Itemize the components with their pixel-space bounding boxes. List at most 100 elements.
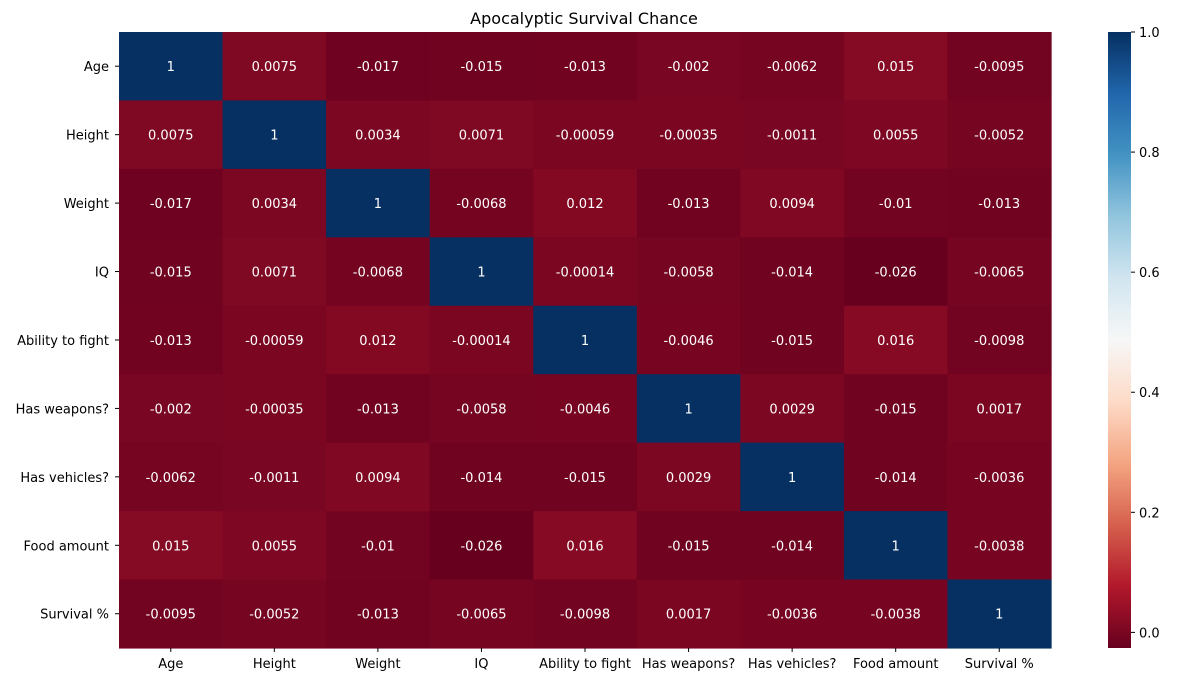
colorbar-tick-label: 0.0 bbox=[1139, 626, 1160, 641]
cell-value-label: 0.015 bbox=[152, 539, 189, 554]
heatmap-cell bbox=[636, 237, 741, 307]
cell-value-label: -0.017 bbox=[150, 197, 192, 212]
heatmap-cell bbox=[119, 374, 224, 444]
y-tick-label: Has vehicles? bbox=[20, 471, 109, 486]
cell-value-label: 0.0094 bbox=[769, 197, 815, 212]
cell-value-label: 1 bbox=[167, 60, 175, 75]
cell-value-label: -0.014 bbox=[460, 471, 502, 486]
heatmap-cell bbox=[843, 168, 949, 238]
cell-value-label: -0.0046 bbox=[560, 402, 610, 417]
heatmap-cell bbox=[533, 442, 638, 512]
heatmap-cell bbox=[533, 100, 638, 170]
heatmap-cell bbox=[326, 442, 431, 512]
cell-value-label: -0.015 bbox=[150, 266, 192, 281]
x-tick-label: Ability to fight bbox=[539, 657, 631, 672]
heatmap-cell bbox=[636, 511, 741, 581]
heatmap-cell bbox=[533, 305, 638, 375]
cell-value-label: 1 bbox=[374, 197, 382, 212]
heatmap-cell bbox=[326, 32, 431, 102]
heatmap-cell bbox=[740, 579, 845, 649]
cell-value-label: 0.0094 bbox=[355, 471, 401, 486]
cell-value-label: -0.00035 bbox=[659, 129, 717, 144]
heatmap-cell bbox=[636, 100, 741, 170]
cell-value-label: -0.01 bbox=[361, 539, 395, 554]
cell-value-label: 0.0055 bbox=[873, 129, 919, 144]
cell-value-label: -0.0011 bbox=[249, 471, 299, 486]
cell-value-label: -0.013 bbox=[357, 402, 399, 417]
heatmap-cell bbox=[636, 32, 741, 102]
heatmap-cell bbox=[740, 100, 845, 170]
cell-value-label: -0.0095 bbox=[146, 608, 196, 623]
cell-value-label: -0.015 bbox=[460, 60, 502, 75]
heatmap-cell bbox=[740, 168, 845, 238]
cell-value-label: -0.00014 bbox=[452, 334, 510, 349]
heatmap-cell bbox=[636, 305, 741, 375]
x-tick-label: IQ bbox=[474, 657, 488, 672]
cell-value-label: 0.016 bbox=[877, 334, 914, 349]
heatmap-cell bbox=[429, 442, 534, 512]
cell-value-label: -0.0058 bbox=[456, 402, 506, 417]
heatmap-cell bbox=[947, 168, 1052, 238]
heatmap-cell bbox=[119, 100, 224, 170]
cell-value-label: -0.015 bbox=[668, 539, 710, 554]
heatmap-cell bbox=[326, 374, 431, 444]
heatmap-cell bbox=[947, 442, 1052, 512]
cell-value-label: -0.013 bbox=[978, 197, 1020, 212]
cell-value-label: -0.0068 bbox=[353, 266, 403, 281]
heatmap-cell bbox=[119, 511, 224, 581]
heatmap-cell bbox=[326, 100, 431, 170]
cell-value-label: -0.0038 bbox=[871, 608, 921, 623]
colorbar-tick-label: 0.4 bbox=[1139, 386, 1160, 401]
heatmap-cell bbox=[843, 511, 949, 581]
cell-value-label: 0.012 bbox=[566, 197, 603, 212]
cell-value-label: -0.014 bbox=[771, 266, 813, 281]
heatmap-cell bbox=[533, 511, 638, 581]
x-tick-label: Has weapons? bbox=[642, 657, 735, 672]
cell-value-label: 0.0071 bbox=[459, 129, 505, 144]
cell-value-label: -0.013 bbox=[357, 608, 399, 623]
heatmap-cell bbox=[326, 579, 431, 649]
heatmap-cell bbox=[947, 374, 1052, 444]
heatmap-cell bbox=[843, 32, 949, 102]
cell-value-label: 0.0034 bbox=[355, 129, 401, 144]
x-tick-label: Has vehicles? bbox=[748, 657, 837, 672]
cell-value-label: 1 bbox=[788, 471, 796, 486]
x-tick-labels: Age Height Weight IQ Ability to fight Has wea… bbox=[158, 647, 1034, 672]
heatmap-cell bbox=[947, 100, 1052, 170]
heatmap-cell bbox=[326, 305, 431, 375]
cell-value-label: -0.0065 bbox=[456, 608, 506, 623]
heatmap-cell bbox=[119, 237, 224, 307]
heatmap-cell bbox=[429, 374, 534, 444]
cell-value-label: -0.026 bbox=[460, 539, 502, 554]
cell-value-label: 0.0034 bbox=[252, 197, 298, 212]
cell-value-label: -0.0036 bbox=[974, 471, 1024, 486]
x-tick-label: Food amount bbox=[853, 657, 938, 672]
heatmap-cell bbox=[740, 305, 845, 375]
heatmap-cell bbox=[119, 442, 224, 512]
cell-value-label: -0.0052 bbox=[249, 608, 299, 623]
cell-value-label: 1 bbox=[892, 539, 900, 554]
cell-value-label: -0.0062 bbox=[767, 60, 817, 75]
cell-value-label: 1 bbox=[995, 608, 1003, 623]
heatmap-cell bbox=[947, 237, 1052, 307]
heatmap-cell bbox=[222, 32, 327, 102]
cell-value-label: 1 bbox=[581, 334, 589, 349]
cell-value-label: -0.013 bbox=[668, 197, 710, 212]
heatmap-cell bbox=[326, 237, 431, 307]
heatmap-cell bbox=[740, 374, 845, 444]
cell-value-label: -0.00059 bbox=[556, 129, 614, 144]
heatmap-cell bbox=[843, 305, 949, 375]
cell-value-label: -0.01 bbox=[879, 197, 913, 212]
colorbar-tick-label: 1.0 bbox=[1139, 26, 1160, 41]
cell-value-label: -0.002 bbox=[150, 402, 192, 417]
heatmap-cell bbox=[222, 374, 327, 444]
x-tick-label: Survival % bbox=[965, 657, 1034, 672]
heatmap-cell bbox=[429, 32, 534, 102]
y-tick-label: IQ bbox=[95, 266, 109, 281]
y-tick-label: Ability to fight bbox=[17, 334, 109, 349]
heatmap-cell bbox=[429, 511, 534, 581]
cell-value-label: -0.017 bbox=[357, 60, 399, 75]
heatmap-cell bbox=[429, 305, 534, 375]
heatmap-cell bbox=[429, 579, 534, 649]
cell-value-label: -0.00014 bbox=[556, 266, 614, 281]
